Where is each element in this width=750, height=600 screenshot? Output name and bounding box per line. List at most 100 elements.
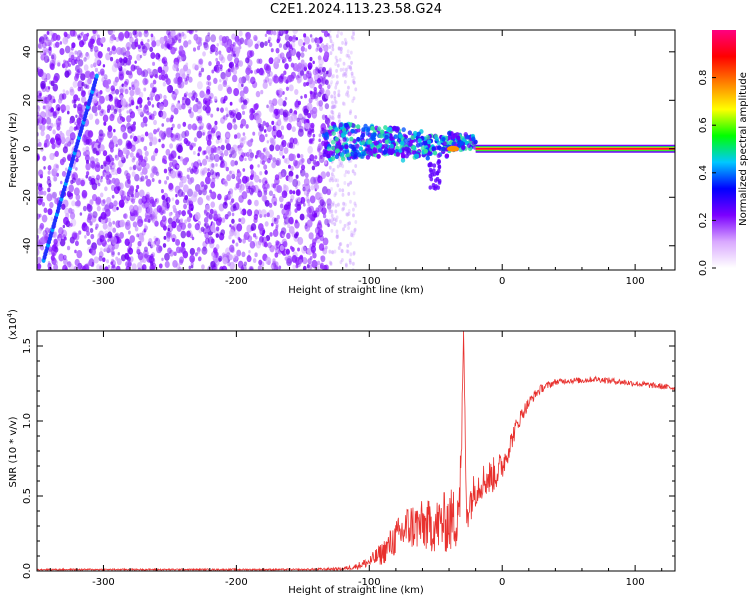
spectrogram-noise-dot (272, 157, 277, 163)
spectrogram-noise-dot (74, 201, 79, 207)
spectrogram-noise-dot (99, 144, 105, 152)
spectrogram-noise-dot (137, 204, 143, 211)
spectrogram-noise-dot (235, 182, 240, 189)
spectrogram-noise-dot (57, 62, 61, 67)
spectrogram-noise-dot (197, 116, 203, 124)
spectrogram-noise-dot (261, 194, 267, 202)
spectrogram-noise-dot (273, 185, 279, 192)
spectrogram-noise-dot (209, 99, 213, 104)
spectrogram-noise-dot (119, 219, 125, 228)
spectrogram-noise-dot (295, 188, 301, 197)
spectrogram-noise-dot (129, 36, 134, 43)
spectrogram-noise-dot (337, 202, 340, 207)
spectrogram-noise-dot (253, 209, 260, 217)
spectrogram-cluster-dot (366, 126, 371, 132)
spectrogram-noise-dot (204, 93, 210, 101)
spectrogram-noise-dot (179, 45, 184, 52)
spectrogram-noise-dot (94, 111, 98, 117)
spectrogram-noise-dot (215, 57, 219, 62)
spectrogram-noise-dot (133, 79, 140, 88)
spectrogram-noise-dot (205, 105, 211, 114)
spectrogram-noise-dot (97, 182, 101, 187)
spectrogram-noise-dot (171, 41, 174, 46)
spectrogram-noise-dot (352, 30, 355, 34)
spectrogram-noise-dot (288, 164, 291, 169)
spectrogram-noise-dot (48, 125, 52, 131)
spectrogram-noise-dot (328, 114, 332, 119)
spectrogram-noise-dot (82, 205, 87, 212)
spectrogram-noise-dot (136, 153, 140, 158)
spectrogram-noise-dot (227, 53, 233, 62)
spectrogram-noise-dot (103, 121, 107, 126)
spectrogram-noise-dot (275, 157, 282, 167)
spectrogram-noise-dot (115, 143, 118, 148)
spectrogram-noise-dot (314, 183, 320, 190)
spectrogram-noise-dot (238, 60, 244, 67)
spectrogram-noise-dot (110, 184, 116, 192)
spectrogram-noise-dot (126, 191, 130, 196)
spectrogram-x-axis-label: Height of straight line (km) (288, 285, 424, 296)
spectrogram-noise-dot (94, 49, 101, 59)
spectrogram-noise-dot (284, 256, 288, 261)
spectrogram-noise-dot (212, 221, 216, 227)
spectrogram-noise-dot (332, 174, 336, 179)
spectrogram-noise-dot (229, 147, 235, 155)
spectrogram-noise-dot (316, 260, 321, 266)
colorbar-tick-label: 0.4 (698, 165, 709, 181)
spectrogram-noise-dot (351, 261, 355, 266)
spectrogram-noise-dot (143, 246, 148, 253)
spectrogram-noise-dot (105, 155, 111, 162)
spectrogram-noise-dot (306, 264, 310, 269)
spectrogram-noise-dot (43, 34, 48, 40)
spectrogram-noise-dot (229, 153, 232, 158)
spectrogram-noise-dot (257, 164, 260, 168)
spectrogram-cluster-dot (369, 150, 374, 156)
spectrogram-noise-dot (100, 211, 107, 220)
spectrogram-noise-dot (197, 146, 202, 152)
spectrogram-noise-dot (176, 224, 183, 232)
spectrogram-noise-dot (83, 64, 89, 71)
spectrogram-noise-dot (132, 30, 137, 36)
spectrogram-noise-dot (333, 193, 337, 198)
spectrogram-noise-dot (317, 229, 324, 238)
spectrogram-noise-dot (342, 206, 346, 211)
spectrogram-noise-dot (197, 196, 204, 206)
spectrogram-noise-dot (229, 229, 235, 237)
spectrogram-noise-dot (94, 164, 101, 173)
spectrogram-noise-dot (102, 150, 108, 157)
spectrogram-noise-dot (171, 159, 178, 168)
spectrogram-noise-dot (239, 207, 242, 211)
spectrogram-noise-dot (99, 68, 105, 76)
spectrogram-noise-dot (353, 227, 357, 232)
spectrogram-noise-dot (264, 76, 270, 83)
spectrogram-noise-dot (68, 57, 72, 63)
spectrogram-noise-dot (166, 236, 171, 242)
spectrogram-noise-dot (115, 36, 120, 42)
spectrogram-noise-dot (127, 140, 132, 147)
spectrogram-noise-dot (281, 56, 287, 63)
spectrogram-cluster-dot (323, 142, 328, 147)
spectrogram-noise-dot (109, 139, 114, 145)
spectrogram-noise-dot (68, 51, 75, 60)
spectrogram-noise-dot (184, 219, 188, 224)
spectrogram-noise-dot (218, 137, 223, 144)
spectrogram-noise-dot (37, 120, 40, 126)
spectrogram-noise-dot (99, 137, 103, 143)
spectrogram-noise-dot (114, 76, 119, 83)
spectrogram-noise-dot (143, 223, 147, 228)
spectrogram-cluster-dot (376, 126, 382, 132)
spectrogram-noise-dot (162, 158, 166, 164)
spectrogram-noise-dot (162, 64, 169, 73)
spectrogram-noise-dot (315, 66, 319, 71)
spectrogram-noise-dot (300, 196, 306, 204)
spectrogram-noise-dot (136, 184, 140, 190)
spectrogram-cluster-dot (384, 139, 390, 145)
spectrogram-noise-dot (316, 223, 323, 231)
spectrogram-noise-dot (311, 259, 318, 269)
spectrogram-noise-dot (259, 171, 263, 176)
spectrogram-noise-dot (318, 151, 323, 157)
spectrogram-noise-dot (182, 250, 189, 259)
spectrogram-noise-dot (276, 129, 283, 138)
spectrogram-noise-dot (183, 157, 189, 164)
spectrogram-noise-dot (346, 249, 350, 254)
